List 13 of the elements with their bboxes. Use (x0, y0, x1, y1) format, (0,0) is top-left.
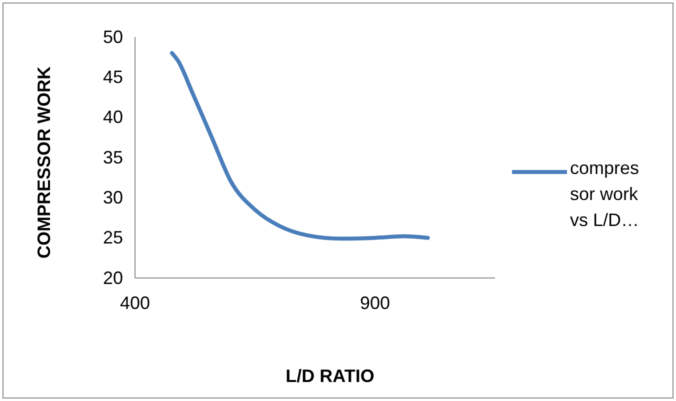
y-axis-title: COMPRESSOR WORK (34, 66, 54, 259)
y-tick-label: 35 (102, 147, 123, 168)
y-tick-label: 20 (102, 268, 123, 288)
y-tick-label: 40 (102, 107, 123, 128)
line-series (170, 51, 430, 241)
x-tick-label: 400 (120, 292, 150, 313)
x-tick-label: 900 (360, 292, 390, 313)
y-tick-label: 25 (102, 228, 123, 248)
y-tick-label: 30 (102, 187, 123, 208)
x-axis-title: L/D RATIO (286, 366, 374, 386)
legend-label: compressor work vs L/D… (570, 157, 640, 232)
y-tick-label: 50 (102, 26, 123, 47)
y-tick-label: 45 (102, 66, 123, 87)
